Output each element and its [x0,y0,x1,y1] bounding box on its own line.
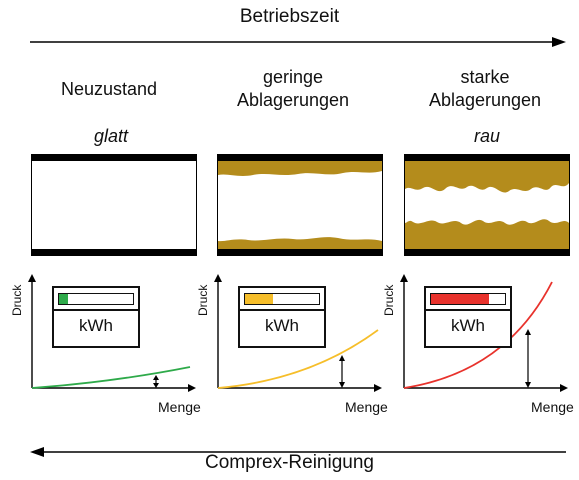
column-title-light: geringe Ablagerungen [208,66,378,112]
energy-meter-new: kWh [52,286,140,348]
pipe-light-deposits [217,154,383,256]
energy-fill-light [245,294,273,304]
y-axis-label-1: Druck [10,285,24,316]
heavy-deposits-shape [405,161,569,249]
surface-label-rough: rau [402,126,572,147]
energy-unit-new: kWh [54,316,138,336]
energy-fill-new [59,294,68,304]
column-title-new: Neuzustand [24,78,194,101]
y-axis-label-3: Druck [382,285,396,316]
timeline-top-label: Betriebszeit [0,6,579,28]
x-axis-label-3: Menge [531,399,574,415]
pipe-heavy-deposits [404,154,570,256]
energy-unit-heavy: kWh [426,316,510,336]
energy-meter-heavy: kWh [424,286,512,348]
y-axis-label-2: Druck [196,285,210,316]
energy-unit-light: kWh [240,316,324,336]
x-axis-label-1: Menge [158,399,201,415]
light-deposits-shape [218,161,382,249]
energy-bar-new [58,293,134,305]
energy-meter-light: kWh [238,286,326,348]
energy-bar-light [244,293,320,305]
pipe-clean [31,154,197,256]
energy-bar-heavy [430,293,506,305]
x-axis-label-2: Menge [345,399,388,415]
timeline-arrow-forward [28,34,568,50]
surface-label-smooth: glatt [26,126,196,147]
column-title-heavy: starke Ablagerungen [400,66,570,112]
energy-fill-heavy [431,294,489,304]
timeline-bottom-label: Comprex-Reinigung [0,452,579,474]
